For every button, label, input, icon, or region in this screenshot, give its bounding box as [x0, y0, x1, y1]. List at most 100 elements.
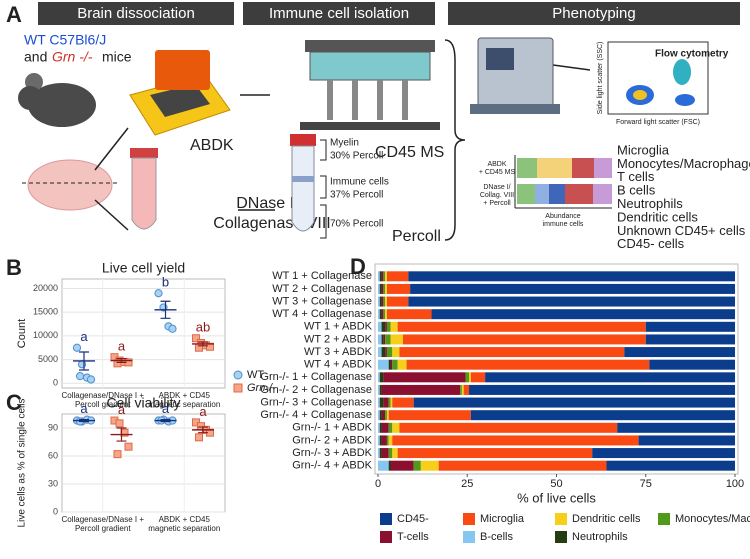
bar-segment: [378, 460, 389, 471]
tube-icon: [292, 176, 314, 182]
y-tick-label: 10000: [33, 330, 58, 340]
bar-segment: [378, 283, 380, 294]
error-bar: [116, 427, 127, 442]
y-tick-label: Grn-/- 4 + ABDK: [292, 460, 372, 472]
bar-segment: [649, 359, 735, 370]
bar-segment: [388, 397, 391, 408]
bar-segment: [638, 435, 735, 446]
legend-label: Grn-/-: [247, 382, 276, 394]
bar-segment: [470, 372, 486, 383]
x-tick-label: ABDK + CD45: [159, 515, 211, 524]
bar-segment: [388, 435, 393, 446]
flow-cluster: [675, 94, 695, 106]
y-tick-label: WT 1 + ABDK: [304, 321, 373, 333]
bar-segment: [379, 271, 382, 282]
bar-segment: [385, 271, 387, 282]
x-tick-label: 100: [726, 478, 744, 490]
bar-segment: [381, 435, 387, 446]
cell-type: Dendritic cells: [617, 209, 698, 224]
significance-letter: a: [80, 401, 88, 416]
bar-segment: [386, 435, 389, 446]
plot-area: [61, 278, 226, 389]
legend-label: B-cells: [480, 531, 514, 543]
bar-segment: [383, 397, 389, 408]
legend-swatch: [380, 513, 392, 525]
arrow: [94, 64, 591, 231]
bar-segment: [406, 359, 650, 370]
bar-segment: [399, 347, 625, 358]
percoll-label: Percoll: [392, 228, 441, 245]
abdk-label: ABDK: [190, 137, 234, 154]
bar-segment: [413, 397, 735, 408]
bar-segment: [379, 448, 382, 459]
bar-segment: [379, 296, 382, 307]
flow-axis-label: Forward light scatter (FSC): [616, 119, 700, 126]
y-tick-label: 90: [48, 422, 58, 432]
mini-row-label: Collag. VIII: [480, 192, 514, 199]
y-tick-label: WT 4 + Collagenase: [272, 308, 372, 320]
significance-letter: a: [199, 404, 207, 419]
legend-swatch: [463, 531, 475, 543]
mice-label: WT C57Bl6/J: [24, 32, 106, 48]
mini-row-label: + Percoll: [483, 200, 511, 207]
bar-segment: [381, 321, 386, 332]
bar-segment: [431, 309, 735, 320]
y-tick-label: WT 1 + Collagenase: [272, 270, 372, 282]
y-tick-label: Grn-/- 1 + ABDK: [292, 422, 372, 434]
bar-segment: [390, 321, 398, 332]
bar-segment: [386, 321, 391, 332]
bar-segment: [386, 347, 393, 358]
panel-a: A Brain dissociation Immune cell isolati…: [6, 2, 740, 245]
bar-segment: [392, 347, 400, 358]
cell-type: Microglia: [617, 142, 670, 157]
x-tick-label: Collagenase/DNase I +: [62, 391, 145, 400]
bar-segment: [385, 309, 387, 320]
legend-swatch: [380, 531, 392, 543]
rack-icon: [309, 51, 431, 81]
y-tick-label: WT 3 + Collagenase: [272, 295, 372, 307]
bar-segment: [381, 334, 384, 345]
header: Brain dissociation: [77, 5, 195, 22]
bar-segment: [378, 435, 380, 446]
bar-segment: [381, 448, 389, 459]
bar-segment: [378, 410, 380, 421]
dnase-label: DNase I +: [236, 195, 308, 212]
bar-segment: [385, 321, 387, 332]
legend-label: Neutrophils: [572, 531, 628, 543]
error-bar: [160, 300, 171, 319]
bar-segment: [378, 347, 382, 358]
mini-row-label: + CD45 MS: [479, 169, 516, 176]
bar-segment: [378, 422, 380, 433]
bar-segment: [386, 296, 409, 307]
bar-segment: [385, 334, 391, 345]
bar-segment: [385, 347, 387, 358]
cell-type: Neutrophils: [617, 196, 683, 211]
significance-letter: ab: [196, 320, 210, 335]
y-tick-label: WT 3 + ABDK: [304, 346, 373, 358]
panel-label: C: [6, 390, 22, 415]
bar-segment: [383, 283, 386, 294]
panel-label: B: [6, 255, 22, 280]
bar-segment: [485, 372, 735, 383]
y-tick-label: Grn-/- 1 + Collagenase: [260, 371, 372, 383]
x-tick-label: magnetic separation: [148, 524, 220, 533]
bar-segment: [645, 334, 735, 345]
x-tick-label: 50: [550, 478, 562, 490]
y-axis-label: Live cells as % of single cells: [17, 399, 28, 528]
data-point: [115, 419, 124, 428]
legend-label: Dendritic cells: [572, 513, 641, 525]
bar-segment: [378, 296, 380, 307]
cell-type: CD45- cells: [617, 236, 685, 251]
bar-segment: [379, 372, 384, 383]
tube-label: Myelin: [330, 138, 359, 149]
error-bar: [79, 351, 90, 371]
tube-icon: [290, 134, 316, 146]
bar-segment: [469, 372, 471, 383]
bar-segment: [378, 321, 382, 332]
bar-segment: [381, 283, 384, 294]
error-bar: [79, 419, 90, 423]
x-tick-label: 75: [640, 478, 652, 490]
cd45-label: CD45 MS: [375, 144, 444, 161]
bar-segment: [463, 384, 470, 395]
